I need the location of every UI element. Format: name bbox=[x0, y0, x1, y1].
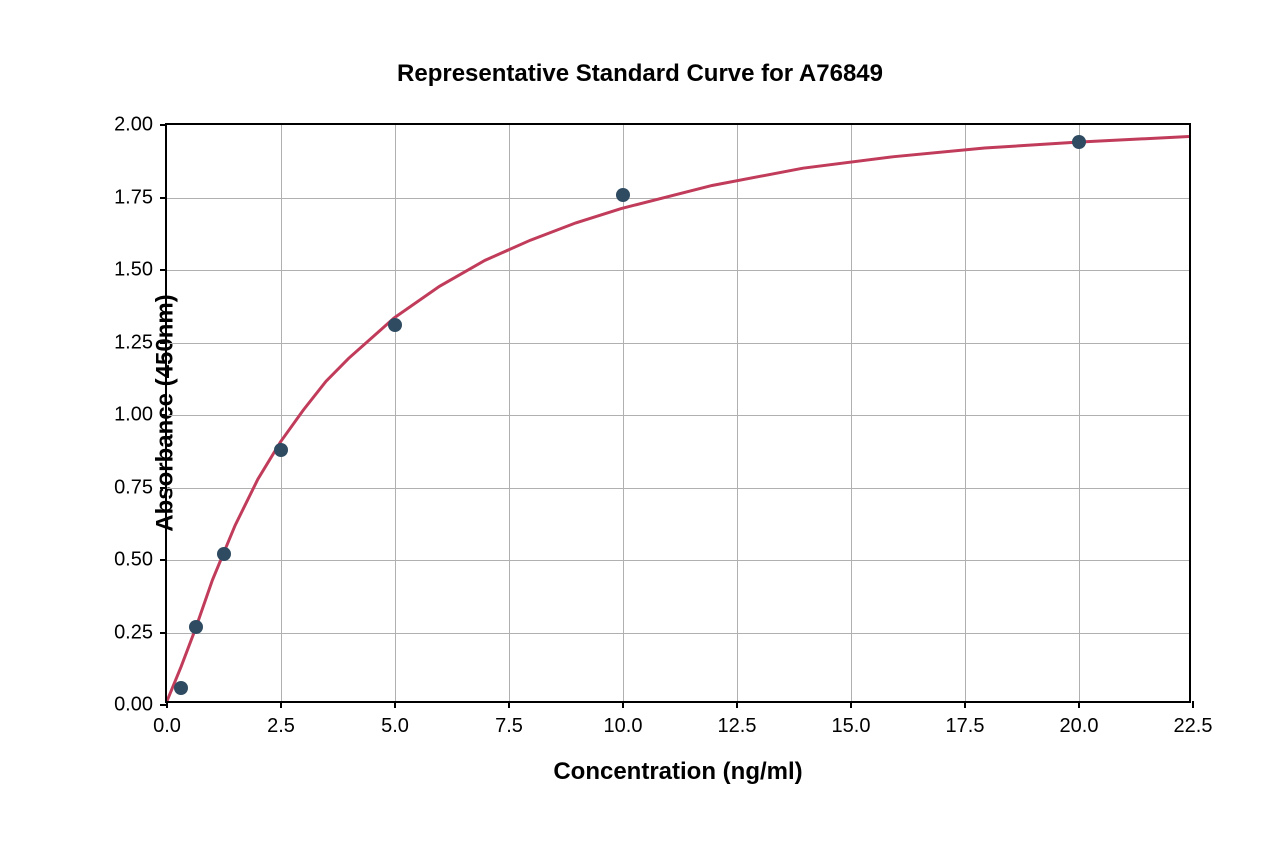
xtick-label: 12.5 bbox=[718, 715, 757, 738]
ytick-label: 0.75 bbox=[114, 476, 153, 499]
xtick-label: 17.5 bbox=[946, 715, 985, 738]
xtick-label: 2.5 bbox=[267, 715, 295, 738]
xtick-label: 22.5 bbox=[1174, 715, 1213, 738]
ytick-label: 1.25 bbox=[114, 331, 153, 354]
ytick-label: 0.50 bbox=[114, 549, 153, 572]
fitted-curve bbox=[167, 125, 1189, 701]
ytick-mark bbox=[160, 197, 167, 199]
x-axis-label: Concentration (ng/ml) bbox=[167, 758, 1189, 786]
data-point bbox=[189, 620, 203, 634]
xtick-mark bbox=[622, 701, 624, 708]
plot-area: Absorbance (450nm) Concentration (ng/ml)… bbox=[165, 123, 1191, 703]
xtick-label: 10.0 bbox=[604, 715, 643, 738]
ytick-mark bbox=[160, 559, 167, 561]
ytick-label: 0.00 bbox=[114, 694, 153, 717]
data-point bbox=[616, 188, 630, 202]
xtick-mark bbox=[964, 701, 966, 708]
data-point bbox=[174, 681, 188, 695]
data-point bbox=[274, 443, 288, 457]
xtick-mark bbox=[850, 701, 852, 708]
xtick-label: 0.0 bbox=[153, 715, 181, 738]
xtick-label: 20.0 bbox=[1060, 715, 1099, 738]
ytick-mark bbox=[160, 342, 167, 344]
xtick-mark bbox=[736, 701, 738, 708]
ytick-label: 1.75 bbox=[114, 186, 153, 209]
ytick-label: 1.50 bbox=[114, 259, 153, 282]
xtick-mark bbox=[1078, 701, 1080, 708]
xtick-label: 7.5 bbox=[495, 715, 523, 738]
xtick-mark bbox=[394, 701, 396, 708]
ytick-mark bbox=[160, 414, 167, 416]
ytick-mark bbox=[160, 269, 167, 271]
data-point bbox=[388, 318, 402, 332]
ytick-mark bbox=[160, 487, 167, 489]
data-point bbox=[1072, 135, 1086, 149]
ytick-mark bbox=[160, 704, 167, 706]
ytick-label: 1.00 bbox=[114, 404, 153, 427]
xtick-label: 15.0 bbox=[832, 715, 871, 738]
ytick-label: 2.00 bbox=[114, 114, 153, 137]
chart-title: Representative Standard Curve for A76849 bbox=[0, 60, 1280, 88]
chart-container: Representative Standard Curve for A76849… bbox=[0, 0, 1280, 845]
xtick-mark bbox=[280, 701, 282, 708]
ytick-mark bbox=[160, 632, 167, 634]
ytick-mark bbox=[160, 124, 167, 126]
xtick-label: 5.0 bbox=[381, 715, 409, 738]
data-point bbox=[217, 547, 231, 561]
xtick-mark bbox=[1192, 701, 1194, 708]
ytick-label: 0.25 bbox=[114, 621, 153, 644]
xtick-mark bbox=[508, 701, 510, 708]
